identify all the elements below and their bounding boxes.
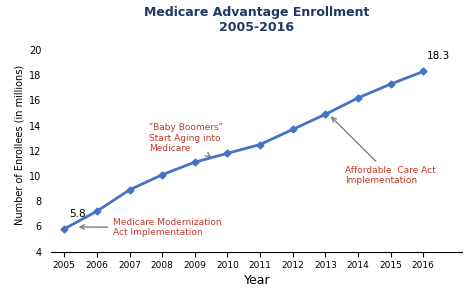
Title: Medicare Advantage Enrollment
2005-2016: Medicare Advantage Enrollment 2005-2016 bbox=[144, 6, 370, 34]
Text: "Baby Boomers"
Start Aging into
Medicare: "Baby Boomers" Start Aging into Medicare bbox=[149, 123, 223, 157]
Text: Medicare Modernization
Act Implementation: Medicare Modernization Act Implementatio… bbox=[80, 218, 222, 237]
Text: Affordable  Care Act
Implementation: Affordable Care Act Implementation bbox=[332, 117, 436, 185]
Text: 18.3: 18.3 bbox=[426, 52, 450, 62]
Y-axis label: Number of Enrollees (in millions): Number of Enrollees (in millions) bbox=[15, 64, 25, 225]
X-axis label: Year: Year bbox=[243, 275, 270, 287]
Text: 5.8: 5.8 bbox=[69, 209, 86, 219]
